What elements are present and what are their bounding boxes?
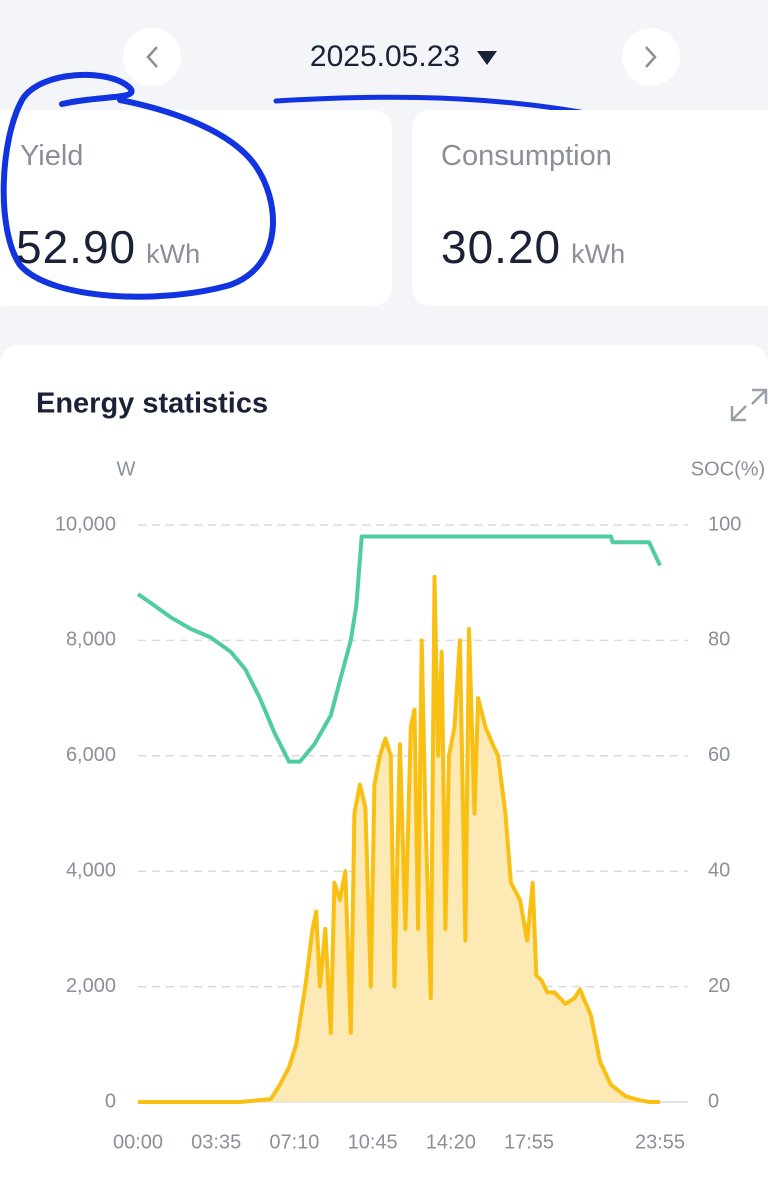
value-number: 30.20: [441, 221, 562, 273]
line: [138, 574, 660, 1104]
y-tick-label: 8,000: [66, 629, 116, 651]
x-tick-label: 10:45: [348, 1131, 398, 1153]
y-tick-label: 10,000: [55, 513, 116, 535]
y-tick-label: 0: [105, 1090, 116, 1112]
prev-day-button[interactable]: [123, 28, 181, 86]
prev-icon: [146, 46, 158, 68]
dropdown-arrow[interactable]: [477, 51, 497, 65]
expand-icon: [730, 405, 747, 422]
next-icon: [645, 46, 657, 68]
x-tick-label: 03:35: [191, 1131, 241, 1153]
top-bar: 2025.05.23: [123, 28, 680, 110]
chart-title: Energy statistics: [36, 388, 268, 420]
y-tick-label: 4,000: [66, 859, 116, 881]
x-tick-label: 00:00: [113, 1131, 163, 1153]
y2-tick-label: 40: [708, 859, 730, 881]
x-tick-label: 14:20: [426, 1131, 476, 1153]
y2-tick-label: 0: [708, 1090, 719, 1112]
y2-tick-label: 60: [708, 744, 730, 766]
y2-tick-label: 100: [708, 513, 741, 535]
consumption-card[interactable]: Consumption 30.20 kWh: [412, 110, 768, 306]
y2-tick-label: 20: [708, 975, 730, 997]
expand-button[interactable]: [730, 388, 768, 422]
expand-icon: [751, 388, 768, 405]
y-axis-label: W: [117, 458, 136, 480]
y2-axis-label: SOC(%): [691, 458, 765, 480]
y-tick-label: 2,000: [66, 975, 116, 997]
card-value: 30.20 kWh: [441, 220, 625, 274]
hand-drawn-underline: [273, 94, 582, 110]
x-tick-label: 23:55: [635, 1131, 685, 1153]
date-picker[interactable]: 2025.05.23: [310, 40, 460, 73]
card-label: Consumption: [441, 140, 612, 172]
y-tick-label: 6,000: [66, 744, 116, 766]
next-day-button[interactable]: [622, 28, 680, 86]
y2-tick-label: 80: [708, 629, 730, 651]
value-unit: kWh: [571, 239, 626, 269]
x-tick-label: 07:10: [269, 1131, 319, 1153]
x-tick-label: 17:55: [504, 1131, 554, 1153]
line: [136, 534, 662, 764]
